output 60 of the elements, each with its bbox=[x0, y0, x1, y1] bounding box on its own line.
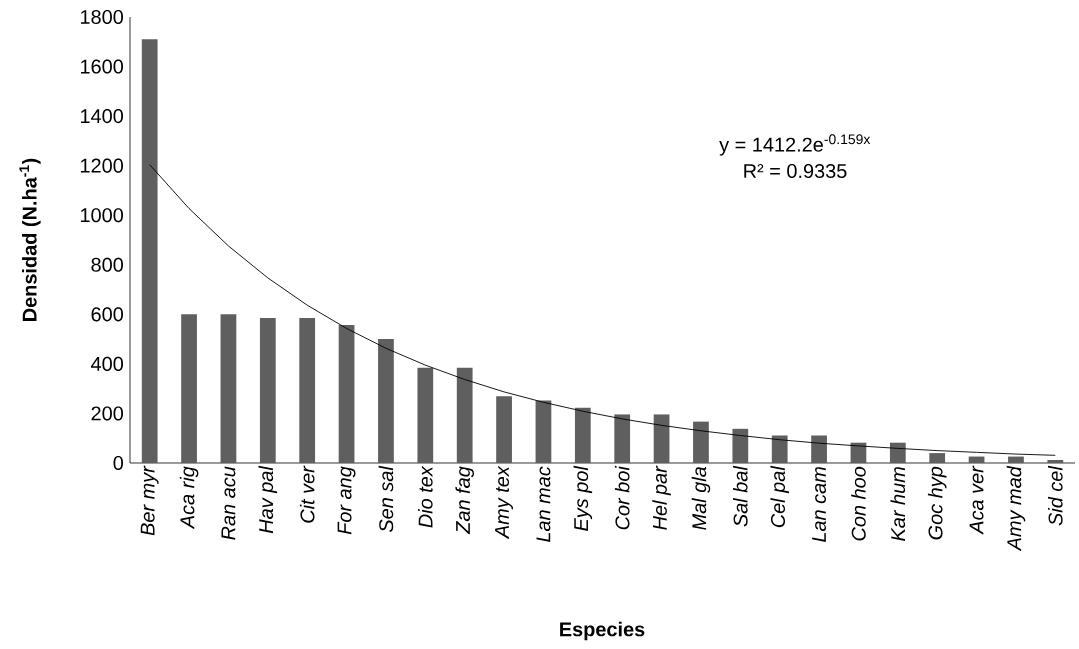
bar bbox=[417, 367, 434, 463]
bar bbox=[1008, 456, 1024, 463]
x-tick-label: For ang bbox=[337, 466, 356, 535]
bar bbox=[771, 435, 788, 463]
bar bbox=[811, 435, 827, 463]
bar bbox=[653, 414, 670, 463]
x-tick-label: Lan cam bbox=[812, 467, 827, 543]
x-tick-label: Sid cel bbox=[1048, 465, 1063, 526]
bar bbox=[496, 396, 512, 463]
x-tick-label: Ran acu bbox=[221, 466, 236, 540]
x-tick-label: Aca ver bbox=[969, 465, 984, 535]
x-tick-label: Mal gla bbox=[691, 466, 711, 530]
bar bbox=[574, 407, 591, 463]
x-tick-label: Cel pal bbox=[770, 465, 789, 528]
y-tick-label: 0 bbox=[113, 455, 124, 471]
annotation: y = 1412.2e$^{-0.159x}$ bbox=[719, 134, 871, 156]
bar bbox=[141, 39, 158, 463]
bar bbox=[220, 314, 237, 463]
line-series bbox=[149, 164, 1056, 456]
y-tick-label: 1000 bbox=[80, 208, 124, 223]
y-tick-label: 800 bbox=[91, 257, 124, 272]
bar bbox=[929, 453, 946, 463]
x-tick-label: Goc hyp bbox=[927, 466, 947, 540]
x-tick-label: Cit ver bbox=[299, 465, 315, 523]
x-tick-label: Sal bal bbox=[733, 465, 748, 527]
x-tick-label: Zan fag bbox=[455, 466, 474, 535]
y-tick-label: 1800 bbox=[80, 9, 124, 25]
y-tick-label: 600 bbox=[91, 307, 124, 322]
bar bbox=[338, 324, 355, 463]
y-tick-label: 1200 bbox=[80, 158, 124, 173]
y-tick-label: 400 bbox=[91, 356, 124, 371]
x-tick-label: Dio tex bbox=[418, 465, 433, 528]
x-tick-label: Lan mac bbox=[536, 466, 551, 543]
bar bbox=[299, 318, 316, 463]
x-tick-label: Amy mad bbox=[1006, 465, 1026, 552]
x-tick-label: Cor boi bbox=[614, 465, 630, 530]
bar bbox=[732, 428, 749, 463]
x-axis-title: Especies bbox=[560, 621, 645, 641]
x-tick-label: Eys pol bbox=[573, 465, 593, 531]
y-tick-label: 200 bbox=[91, 406, 124, 421]
bar bbox=[378, 339, 394, 463]
x-tick-label: Con hoo bbox=[851, 466, 866, 541]
bar bbox=[535, 400, 552, 463]
x-tick-label: Sen sal bbox=[378, 465, 394, 533]
annotation: R² = 0.9335 bbox=[744, 163, 847, 179]
x-tick-label: Aca rig bbox=[179, 466, 199, 530]
x-tick-label: Hel par bbox=[652, 465, 671, 530]
bar bbox=[456, 367, 473, 463]
bar bbox=[693, 421, 709, 463]
x-tick-label: Hav pal bbox=[258, 465, 278, 534]
bar bbox=[259, 318, 276, 463]
bar bbox=[1047, 460, 1064, 463]
x-tick-label: Ber myr bbox=[140, 465, 159, 536]
bar bbox=[614, 414, 631, 463]
bar bbox=[181, 314, 197, 463]
y-axis-title: Densidad (N.ha$^{-1}$) bbox=[19, 158, 41, 321]
y-tick-label: 1600 bbox=[80, 59, 124, 74]
y-tick-label: 1400 bbox=[80, 109, 124, 124]
x-tick-label: Kar hum bbox=[890, 467, 906, 541]
x-tick-label: Amy tex bbox=[495, 465, 513, 540]
